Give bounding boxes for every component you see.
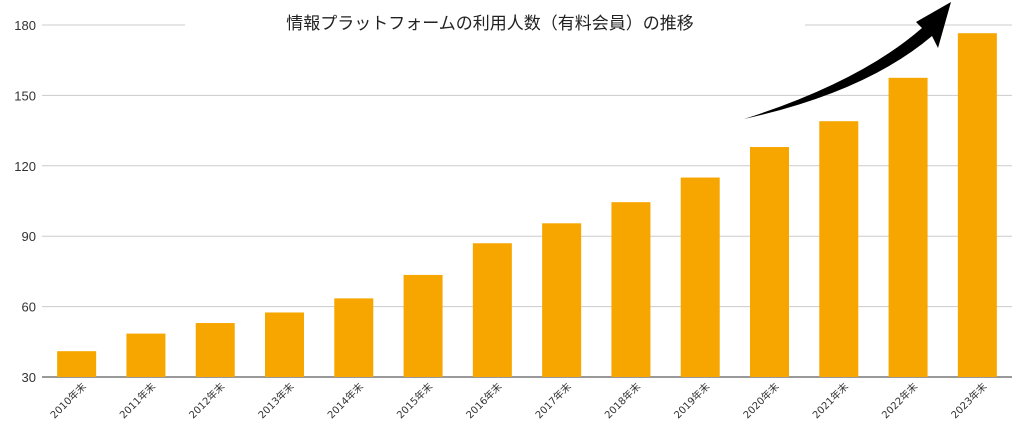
x-tick-label: 2015年末 (394, 380, 435, 421)
bar-2022年末 (888, 77, 928, 378)
x-tick-label: 2020年末 (740, 380, 781, 421)
bar-2010年末 (57, 351, 97, 377)
bar-2017年末 (542, 223, 582, 377)
bar-2014年末 (334, 298, 374, 377)
bar-2021年末 (819, 121, 859, 377)
bar-2013年末 (265, 312, 304, 377)
bar-2018年末 (611, 202, 651, 377)
y-tick-label: 150 (14, 88, 36, 103)
x-tick-label: 2010年末 (47, 380, 88, 421)
x-tick-label: 2012年末 (186, 380, 227, 421)
x-tick-label: 2021年末 (810, 380, 851, 421)
bars (57, 33, 997, 378)
x-axis-ticks: 2010年末 2011年末 2012年末 2013年末 2014年末 2015年末 2016… (47, 380, 989, 421)
bar-2012年末 (195, 323, 235, 377)
y-tick-label: 60 (22, 300, 36, 315)
bar-2019年末 (680, 177, 720, 377)
x-tick-label: 2018年末 (602, 380, 643, 421)
x-tick-label: 2019年末 (671, 380, 712, 421)
x-tick-label: 2023年末 (948, 380, 989, 421)
y-tick-label: 180 (14, 18, 36, 33)
bar-2015年末 (403, 274, 443, 377)
y-tick-label: 30 (22, 370, 36, 385)
bar-2020年末 (750, 147, 789, 377)
y-tick-label: 120 (14, 159, 36, 174)
y-axis-ticks: 30 60 90 120 150 180 (14, 18, 36, 385)
x-tick-label: 2014年末 (325, 380, 366, 421)
bar-2011年末 (126, 333, 166, 377)
x-tick-label: 2017年末 (532, 380, 573, 421)
x-tick-label: 2013年末 (255, 380, 296, 421)
y-tick-label: 90 (22, 229, 36, 244)
bar-2023年末 (957, 33, 997, 378)
x-tick-label: 2022年末 (879, 380, 920, 421)
chart-title: 情報プラットフォームの利用人数（有料会員）の推移 (286, 14, 694, 34)
title-area: 情報プラットフォームの利用人数（有料会員）の推移 (185, 6, 805, 40)
bar-2016年末 (472, 243, 512, 377)
x-tick-label: 2016年末 (463, 380, 504, 421)
x-tick-label: 2011年末 (117, 380, 158, 421)
